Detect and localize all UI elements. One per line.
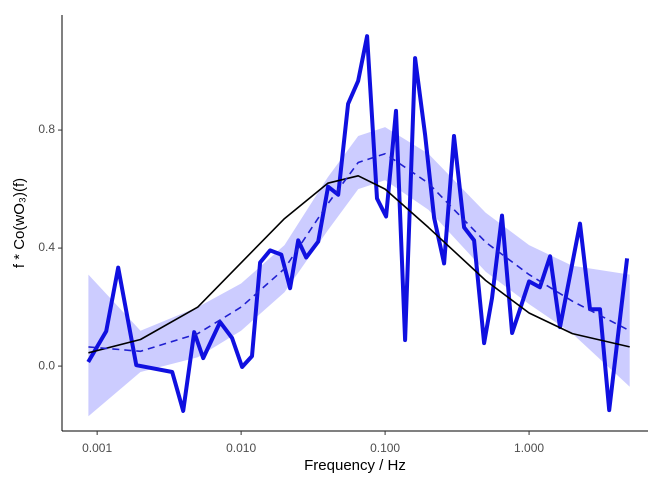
x-tick-label: 1.000 [514,441,544,455]
series-line [88,152,631,353]
series-line [88,175,630,354]
x-tick-label: 0.001 [82,441,112,455]
y-tick-label: 0.4 [38,240,55,254]
y-tick-label: 0.8 [38,122,55,136]
y-tick-label: 0.0 [38,358,55,372]
y-axis-title: f * Co(wO₃)(f) [11,178,28,268]
x-tick-label: 0.010 [226,441,256,455]
x-tick-label: 0.100 [370,441,400,455]
series-line [86,34,630,413]
x-axis-title: Frequency / Hz [304,457,406,474]
confidence-band [88,127,630,417]
